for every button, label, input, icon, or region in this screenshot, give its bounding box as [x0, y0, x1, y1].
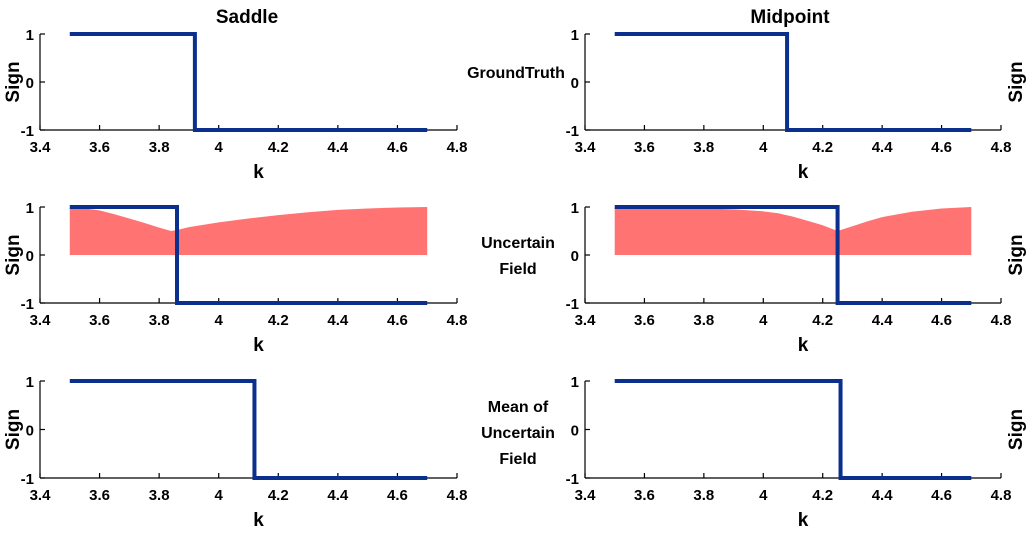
- x-tick-label: 3.4: [575, 487, 597, 504]
- x-axis-label: k: [798, 335, 809, 356]
- row-label-mean-uncertain-field: Mean of Uncertain Field: [481, 399, 555, 468]
- sign-step-line: [69, 379, 428, 480]
- x-tick-label: 4.4: [872, 487, 894, 504]
- y-axis-label: Sign: [3, 409, 24, 450]
- x-axis-label: k: [253, 162, 264, 183]
- x-tick-label: 3.8: [149, 487, 170, 504]
- x-tick-label: 3.4: [575, 139, 597, 156]
- y-tick-label: -1: [566, 123, 579, 140]
- x-tick-label: 4.8: [447, 312, 468, 329]
- x-tick-label: 3.4: [575, 312, 597, 329]
- x-tick-label: 3.6: [634, 139, 655, 156]
- y-tick-label: 0: [571, 75, 579, 92]
- column-title-saddle: Saddle: [216, 7, 278, 28]
- x-tick-label: 4.4: [327, 487, 349, 504]
- x-tick-label: 4.4: [327, 139, 349, 156]
- sign-step-line: [69, 32, 428, 132]
- x-tick-label: 4.2: [812, 139, 833, 156]
- x-tick-label: 4.2: [268, 312, 289, 329]
- x-tick-label: 3.8: [149, 139, 170, 156]
- x-tick-label: 4.2: [812, 312, 833, 329]
- row-label-line: Uncertain: [481, 425, 555, 442]
- y-tick-label: -1: [21, 123, 34, 140]
- y-tick-label: -1: [566, 471, 579, 488]
- y-axis-label: Sign: [1006, 61, 1027, 102]
- y-axis-label: Sign: [3, 61, 24, 102]
- y-tick-label: 1: [26, 374, 34, 391]
- uncertainty-band: [69, 207, 428, 255]
- x-tick-label: 4.4: [872, 139, 894, 156]
- sign-step-line: [614, 205, 972, 305]
- y-tick-label: 0: [26, 75, 34, 92]
- y-tick-label: 0: [26, 423, 34, 440]
- x-tick-label: 4.8: [991, 139, 1012, 156]
- y-axis-label: Sign: [1006, 234, 1027, 275]
- row-label-line: Field: [499, 261, 536, 278]
- x-tick-label: 3.6: [634, 487, 655, 504]
- column-title-midpoint: Midpoint: [750, 7, 830, 28]
- y-tick-label: -1: [566, 296, 579, 313]
- x-tick-label: 4.4: [872, 312, 894, 329]
- x-tick-label: 3.6: [89, 487, 110, 504]
- x-tick-label: 4.6: [387, 487, 408, 504]
- x-tick-label: 3.4: [30, 487, 52, 504]
- x-tick-label: 4.4: [327, 312, 349, 329]
- x-tick-label: 3.8: [693, 312, 714, 329]
- chart-panels: 3.4 3.6 3.8 4 4.2 4.4 4.6 4.8 1 0 -1 k Sign 3.4 3.6 3.8…: [3, 27, 1027, 531]
- uncertainty-band: [614, 207, 972, 255]
- x-tick-label: 4: [215, 312, 224, 329]
- x-tick-label: 4: [759, 312, 768, 329]
- x-axis-label: k: [253, 335, 264, 356]
- row-label-ground-truth: GroundTruth: [467, 65, 565, 82]
- y-axis-label: Sign: [3, 234, 24, 275]
- x-tick-label: 4.6: [931, 139, 952, 156]
- x-tick-label: 3.4: [30, 139, 52, 156]
- x-axis-label: k: [798, 510, 809, 531]
- x-tick-label: 4: [759, 487, 768, 504]
- x-tick-label: 4.8: [991, 312, 1012, 329]
- sign-step-line: [614, 379, 972, 480]
- x-axis-label: k: [253, 510, 264, 531]
- y-tick-label: 0: [571, 248, 579, 265]
- y-tick-label: 0: [571, 423, 579, 440]
- x-tick-label: 4: [759, 139, 768, 156]
- x-tick-label: 4.6: [387, 139, 408, 156]
- x-tick-label: 3.8: [693, 487, 714, 504]
- x-tick-label: 4.2: [268, 487, 289, 504]
- sign-step-line: [69, 205, 428, 305]
- row-label-uncertain-field: Uncertain Field: [481, 235, 555, 278]
- x-tick-label: 4.6: [931, 312, 952, 329]
- y-axis-label: Sign: [1006, 409, 1027, 450]
- y-tick-label: 1: [571, 27, 579, 44]
- x-tick-label: 4.2: [268, 139, 289, 156]
- x-tick-label: 4.8: [991, 487, 1012, 504]
- x-tick-label: 4.8: [447, 139, 468, 156]
- row-label-line: Uncertain: [481, 235, 555, 252]
- x-tick-label: 4.6: [931, 487, 952, 504]
- x-tick-label: 4: [215, 487, 224, 504]
- y-tick-label: 1: [26, 27, 34, 44]
- y-tick-label: 1: [571, 200, 579, 217]
- y-tick-label: 1: [26, 200, 34, 217]
- row-label-line: Mean of: [488, 399, 549, 416]
- x-tick-label: 4.2: [812, 487, 833, 504]
- y-tick-label: -1: [21, 471, 34, 488]
- x-tick-label: 3.8: [149, 312, 170, 329]
- y-tick-label: 0: [26, 248, 34, 265]
- x-tick-label: 4: [215, 139, 224, 156]
- x-tick-label: 3.6: [89, 139, 110, 156]
- x-tick-label: 3.6: [634, 312, 655, 329]
- y-tick-label: 1: [571, 374, 579, 391]
- x-tick-label: 3.4: [30, 312, 52, 329]
- x-tick-label: 3.6: [89, 312, 110, 329]
- row-label-line: Field: [499, 451, 536, 468]
- x-tick-label: 4.6: [387, 312, 408, 329]
- x-axis-label: k: [798, 162, 809, 183]
- x-tick-label: 4.8: [447, 487, 468, 504]
- y-tick-label: -1: [21, 296, 34, 313]
- x-tick-label: 3.8: [693, 139, 714, 156]
- sign-step-line: [614, 32, 972, 132]
